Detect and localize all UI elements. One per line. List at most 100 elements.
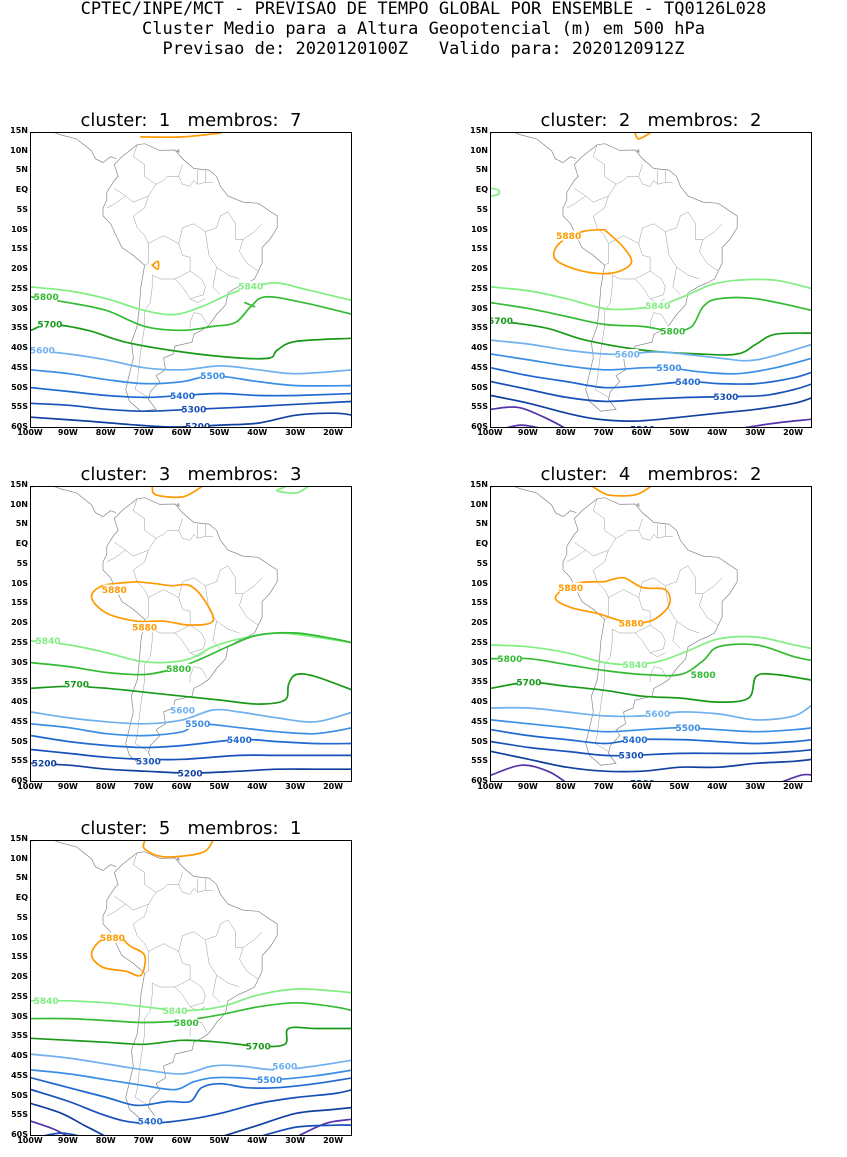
contour-label-5200: 5200 (178, 769, 203, 779)
lat-tick-label: 10S (471, 578, 488, 588)
lat-tick-label: 45S (11, 362, 28, 372)
country-border (699, 577, 723, 626)
country-border (114, 896, 149, 911)
coastlines (491, 133, 738, 412)
contour-5880 (90, 932, 147, 977)
lat-tick-label: 30S (471, 657, 488, 667)
contour-label-bg (677, 722, 699, 733)
country-border (638, 518, 673, 541)
contour-5500 (31, 368, 351, 387)
contour-5500 (31, 1069, 351, 1091)
country-border (178, 518, 213, 541)
lat-tick-label: 35S (11, 1031, 28, 1041)
contour-label-bg (616, 349, 639, 359)
contour-label-bg (133, 622, 156, 633)
country-border (133, 498, 157, 571)
contour-label-bg (33, 758, 56, 769)
contour-5880 (90, 580, 215, 626)
contour-label-bg (273, 1061, 296, 1071)
country-border (227, 211, 244, 240)
contour-5300 (262, 1124, 351, 1135)
country-border (155, 530, 179, 539)
country-border (134, 629, 153, 752)
lat-tick-label: 25S (471, 283, 488, 293)
contour-label-5600: 5600 (170, 706, 195, 716)
country-border (638, 211, 689, 244)
contour-labels: 5880 5840 5800 5700 5600 5500 5400 5300 5200 (491, 230, 738, 427)
lat-tick-label: 20S (11, 264, 28, 274)
contour-5600 (31, 1053, 351, 1075)
cluster-panel-4: cluster: 4 membros: 2 5880 5880 5840 5800 580… (460, 464, 812, 791)
map-frame: 5880 5840 5840 5800 5700 5600 5500 5400 (30, 840, 352, 1136)
lon-tick-label: 70W (133, 1136, 154, 1145)
lat-tick-label: 5N (15, 873, 28, 883)
south-america-coast (562, 143, 738, 412)
lat-tick-label: 60S (11, 422, 28, 431)
contour-label-5600: 5600 (645, 710, 670, 720)
lat-tick-label: 50S (11, 1090, 28, 1100)
lat-tick-label: 30S (11, 657, 28, 667)
country-border (239, 223, 263, 272)
country-border (239, 577, 263, 626)
country-border (178, 211, 229, 244)
contour-label-bg (559, 582, 582, 593)
country-border (155, 176, 179, 185)
lat-tick-label: 5S (16, 912, 28, 922)
contour-label-bg (37, 635, 59, 646)
country-border (205, 939, 240, 988)
coastlines (31, 841, 278, 1120)
country-border (593, 498, 617, 571)
central-america-coast (491, 133, 577, 164)
contour-label-bg (167, 663, 190, 674)
lon-tick-label: 30W (745, 428, 766, 437)
lat-tick-label: 20S (471, 618, 488, 628)
country-borders (566, 144, 723, 398)
contour-5880 (634, 133, 651, 140)
lat-tick-label: 50S (11, 382, 28, 392)
lat-tick-label: 20S (11, 618, 28, 628)
contour-label-bg (646, 708, 669, 719)
contour-5840 (276, 487, 309, 494)
lat-tick-label: 30S (11, 1011, 28, 1021)
contour-label-bg (498, 653, 521, 664)
contour-5600 (31, 708, 351, 725)
lon-tick-label: 80W (555, 428, 576, 437)
lon-tick-label: 70W (133, 782, 154, 791)
contour-5880 (592, 487, 651, 497)
lat-tick-label: 10S (11, 224, 28, 234)
island-coast (176, 857, 180, 862)
country-border (212, 267, 221, 295)
lon-tick-label: 60W (631, 782, 652, 791)
country-border (178, 872, 213, 895)
lon-tick-label: 70W (593, 428, 614, 437)
contours (31, 133, 351, 427)
contour-label-5700: 5700 (246, 1043, 271, 1053)
country-border (672, 621, 681, 649)
lon-tick-label: 40W (247, 1136, 268, 1145)
country-border (649, 652, 666, 657)
contour-low (744, 418, 811, 427)
country-border (114, 188, 149, 203)
lat-tick-label: 30S (471, 303, 488, 313)
contour-5840 (31, 282, 351, 316)
country-border (178, 919, 229, 952)
contour-label-bg (171, 390, 194, 401)
country-border (134, 275, 153, 398)
lat-tick-label: 20S (11, 972, 28, 982)
contour-5700 (491, 672, 811, 703)
contour-label-5800: 5800 (691, 671, 716, 681)
contour-label-bg (624, 734, 646, 745)
country-border (574, 188, 609, 203)
contour-label-5500: 5500 (675, 724, 700, 734)
lat-tick-label: 15N (10, 480, 28, 489)
lat-tick-label: 45S (471, 716, 488, 726)
lat-tick-label: EQ (15, 185, 28, 195)
coastlines (31, 133, 278, 412)
country-border (189, 652, 206, 657)
contour-label-bg (186, 421, 209, 427)
lon-tick-label: 90W (517, 782, 538, 791)
lat-tick-label: 25S (11, 283, 28, 293)
contour-low (298, 1118, 351, 1135)
country-border (649, 666, 668, 683)
